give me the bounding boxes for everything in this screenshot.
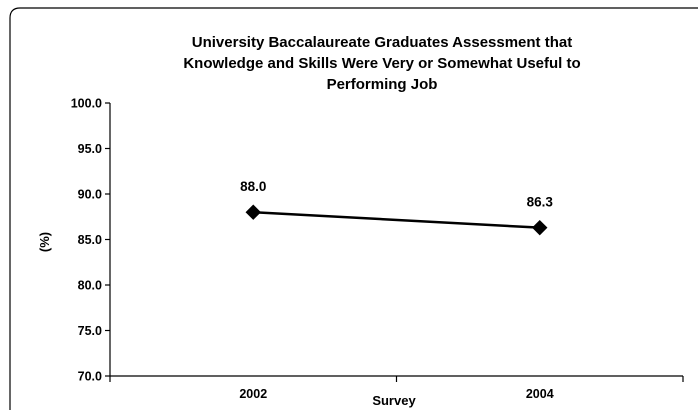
data-point-marker bbox=[245, 204, 261, 220]
series-line bbox=[253, 210, 540, 229]
data-label: 88.0 bbox=[240, 179, 266, 194]
x-tick-label: 2004 bbox=[526, 387, 554, 401]
x-axis-label: Survey bbox=[372, 393, 416, 408]
chart-title-line-2: Knowledge and Skills Were Very or Somewh… bbox=[183, 55, 580, 72]
y-tick-label: 95.0 bbox=[78, 142, 102, 156]
y-axis-label: (%) bbox=[37, 232, 52, 252]
data-point-marker bbox=[532, 219, 548, 236]
data-label: 86.3 bbox=[527, 195, 554, 210]
chart-border bbox=[9, 7, 698, 410]
y-tick-label: 100.0 bbox=[71, 97, 102, 111]
y-tick-label: 70.0 bbox=[78, 370, 102, 384]
y-tick-label: 80.0 bbox=[78, 279, 102, 293]
y-tick-label: 90.0 bbox=[78, 188, 102, 202]
x-tick-label: 2002 bbox=[239, 387, 267, 401]
chart-title-line-3: Performing Job bbox=[327, 76, 438, 93]
y-tick-label: 75.0 bbox=[78, 324, 102, 338]
y-tick-label: 85.0 bbox=[78, 233, 102, 247]
chart-title-line-1: University Baccalaureate Graduates Asses… bbox=[192, 34, 572, 51]
